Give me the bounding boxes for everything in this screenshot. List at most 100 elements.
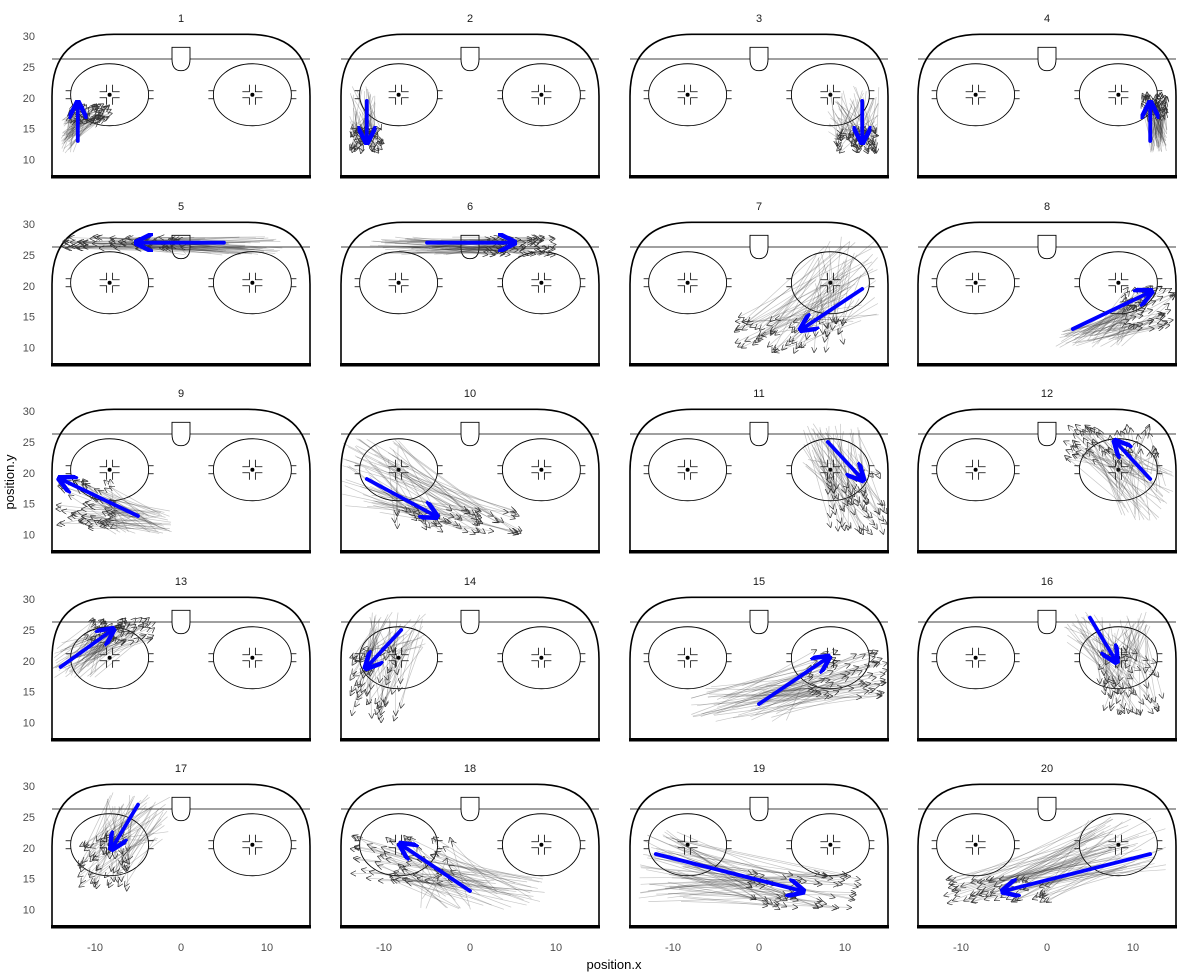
faceoff-cross bbox=[388, 97, 397, 105]
faceoff-cross bbox=[832, 285, 841, 293]
trajectory-arrow bbox=[60, 523, 155, 527]
faceoff-cross bbox=[965, 647, 974, 656]
trajectory-arrow bbox=[1084, 438, 1126, 509]
trajectory-arrow bbox=[739, 248, 872, 318]
trajectory-arrow bbox=[1110, 295, 1126, 331]
y-tick-label: 20 bbox=[23, 468, 35, 480]
trajectory-arrow bbox=[78, 809, 165, 877]
faceoff-cross bbox=[1108, 272, 1116, 281]
trajectory-arrow bbox=[755, 240, 875, 342]
trajectory-arrow bbox=[1118, 460, 1119, 471]
trajectory-arrow bbox=[1073, 434, 1162, 510]
faceoff-cross bbox=[690, 459, 698, 468]
faceoff-cross bbox=[677, 472, 686, 480]
trajectory-arrow bbox=[357, 95, 381, 146]
trajectory-arrow bbox=[805, 463, 872, 534]
faceoff-cross bbox=[531, 459, 539, 468]
goal-crease bbox=[749, 621, 769, 635]
trajectory-arrow bbox=[373, 500, 517, 532]
trajectory-arrow bbox=[717, 664, 877, 708]
goal-net bbox=[1037, 609, 1057, 622]
trajectory-arrow bbox=[386, 621, 391, 659]
faceoff-circle bbox=[790, 251, 870, 315]
trajectory-arrow bbox=[770, 283, 856, 331]
trajectory-arrow bbox=[394, 638, 424, 721]
faceoff-cross bbox=[112, 472, 120, 480]
trajectory-arrow bbox=[63, 122, 98, 149]
trajectory-arrow bbox=[401, 244, 496, 256]
goal-crease bbox=[460, 58, 480, 72]
facet-label: 14 bbox=[464, 576, 476, 588]
goal-net bbox=[171, 46, 191, 59]
facet-label: 16 bbox=[1041, 576, 1053, 588]
trajectory-arrow bbox=[771, 689, 874, 718]
trajectory-arrow bbox=[89, 624, 143, 678]
faceoff-dot bbox=[107, 467, 112, 472]
trajectory-arrow bbox=[104, 526, 131, 528]
y-tick-label: 20 bbox=[23, 843, 35, 855]
faceoff-cross bbox=[401, 285, 409, 293]
trajectory-arrow bbox=[62, 628, 149, 669]
faceoff-cross bbox=[690, 285, 698, 293]
trajectory-arrow bbox=[374, 453, 519, 516]
trajectory-arrow bbox=[1085, 425, 1168, 473]
x-tick-label: 10 bbox=[839, 942, 851, 954]
goal-net bbox=[1037, 234, 1057, 247]
x-tick-label: -10 bbox=[376, 942, 392, 954]
facet-panel: 11 bbox=[629, 388, 889, 554]
faceoff-cross bbox=[543, 84, 552, 93]
faceoff-cross bbox=[531, 285, 539, 293]
faceoff-circle bbox=[648, 251, 728, 315]
goal-net bbox=[171, 609, 191, 622]
faceoff-cross bbox=[242, 272, 250, 281]
faceoff-cross bbox=[1120, 84, 1129, 93]
faceoff-cross bbox=[978, 84, 986, 93]
faceoff-cross bbox=[388, 472, 397, 480]
faceoff-cross bbox=[531, 97, 539, 105]
trajectory-arrow bbox=[783, 683, 865, 692]
trajectory-arrow bbox=[702, 690, 814, 714]
faceoff-circle bbox=[70, 63, 150, 127]
facet-label: 15 bbox=[753, 576, 765, 588]
faceoff-dot bbox=[107, 655, 112, 660]
x-tick-label: 10 bbox=[261, 942, 273, 954]
facet-label: 13 bbox=[175, 576, 187, 588]
goal-crease bbox=[460, 621, 480, 635]
rink-boards bbox=[917, 33, 1177, 177]
y-tick-label: 30 bbox=[23, 219, 35, 231]
trajectory-arrow bbox=[758, 278, 817, 341]
y-tick-label: 15 bbox=[23, 687, 35, 699]
trajectory-arrow bbox=[401, 618, 423, 708]
faceoff-dot bbox=[685, 467, 690, 472]
trajectory-arrow bbox=[1065, 306, 1135, 336]
faceoff-dot bbox=[107, 280, 112, 285]
faceoff-cross bbox=[832, 847, 841, 855]
facet-label: 4 bbox=[1044, 13, 1050, 25]
y-tick-label: 10 bbox=[23, 718, 35, 730]
trajectory-arrow bbox=[1130, 430, 1145, 473]
y-tick-label: 15 bbox=[23, 499, 35, 511]
goal-net bbox=[460, 46, 480, 59]
rink-boards bbox=[51, 596, 311, 740]
trajectory-arrow bbox=[776, 696, 829, 712]
trajectory-arrow bbox=[364, 91, 365, 132]
trajectory-arrow bbox=[110, 487, 160, 515]
trajectory-arrow bbox=[80, 633, 133, 671]
faceoff-cross bbox=[820, 272, 828, 281]
faceoff-cross bbox=[242, 660, 250, 668]
faceoff-cross bbox=[112, 285, 120, 293]
cluster-mean-arrow bbox=[367, 628, 404, 667]
trajectory-arrow bbox=[1067, 634, 1132, 679]
goal-crease bbox=[171, 433, 191, 447]
trajectory-arrow bbox=[1081, 616, 1130, 657]
trajectory-arrow bbox=[1095, 628, 1100, 683]
trajectory-arrow bbox=[87, 638, 139, 677]
y-axis-title: position.y bbox=[2, 454, 17, 509]
trajectory-arrow bbox=[835, 241, 850, 324]
trajectory-arrow bbox=[60, 635, 88, 653]
facet-panel: 16 bbox=[917, 576, 1177, 742]
trajectory-arrow bbox=[122, 808, 160, 863]
faceoff-dot bbox=[828, 467, 833, 472]
faceoff-cross bbox=[401, 97, 409, 105]
trajectory-arrow bbox=[89, 505, 164, 527]
